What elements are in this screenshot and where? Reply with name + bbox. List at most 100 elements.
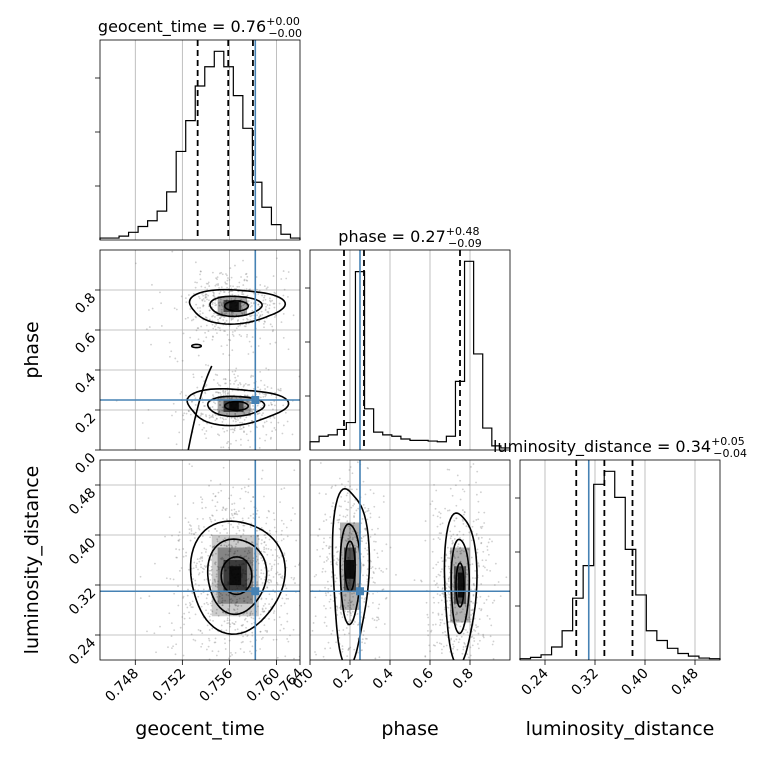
sample-point: [432, 623, 434, 626]
sample-point: [194, 286, 197, 289]
sample-point: [236, 320, 239, 322]
sample-point: [347, 525, 350, 528]
sample-point: [252, 517, 255, 519]
sample-point: [464, 643, 466, 645]
sample-point: [210, 604, 213, 607]
sample-point: [464, 629, 467, 631]
sample-point: [266, 516, 268, 519]
sample-point: [251, 309, 254, 312]
sample-point: [194, 579, 197, 582]
contour-2-1: [339, 523, 362, 626]
truth-marker: [251, 587, 260, 596]
sample-point: [450, 637, 453, 640]
sample-point: [470, 636, 473, 639]
sample-point: [233, 609, 236, 611]
sample-point: [397, 661, 399, 663]
sample-point: [239, 382, 241, 384]
sample-point: [472, 520, 475, 523]
sample-point: [449, 662, 451, 664]
sample-point: [213, 235, 215, 237]
sample-point: [230, 598, 233, 600]
sample-point: [438, 642, 441, 645]
sample-point: [470, 600, 472, 603]
sample-point: [286, 420, 289, 423]
sample-point: [276, 540, 279, 543]
sample-point: [249, 561, 252, 564]
sample-point: [209, 544, 212, 547]
sample-point: [287, 271, 290, 273]
sample-point: [243, 303, 246, 306]
sample-point: [230, 544, 233, 547]
sample-point: [175, 443, 178, 446]
sample-point: [205, 324, 208, 327]
sample-point: [197, 327, 200, 330]
sample-point: [240, 335, 243, 338]
sample-point: [348, 543, 351, 546]
sample-point: [204, 405, 206, 407]
sample-point: [159, 625, 161, 628]
sample-point: [455, 635, 458, 638]
sample-point: [366, 553, 369, 555]
sample-point: [364, 527, 367, 530]
sample-point: [437, 586, 439, 589]
sample-point: [450, 550, 453, 553]
sample-point: [347, 480, 350, 483]
sample-point: [189, 308, 192, 310]
sample-point: [214, 641, 217, 644]
sample-point: [207, 282, 209, 285]
sample-point: [446, 600, 448, 602]
sample-point: [215, 418, 218, 420]
sample-point: [173, 629, 176, 632]
sample-point: [216, 278, 218, 281]
sample-point: [208, 615, 211, 618]
x-tick-label: 0.748: [102, 666, 142, 706]
sample-point: [192, 638, 195, 641]
sample-point: [341, 563, 344, 566]
sample-point: [347, 538, 350, 540]
sample-point: [335, 596, 337, 599]
sample-point: [220, 271, 223, 274]
sample-point: [176, 556, 178, 559]
sample-point: [432, 644, 435, 647]
sample-point: [352, 595, 354, 598]
sample-point: [244, 273, 247, 276]
sample-point: [447, 596, 450, 599]
sample-point: [367, 559, 369, 562]
sample-point: [200, 413, 203, 416]
sample-point: [432, 567, 435, 570]
sample-point: [254, 663, 256, 665]
sample-point: [453, 519, 456, 522]
sample-point: [226, 429, 229, 432]
sample-point: [178, 569, 181, 572]
sample-point: [232, 594, 235, 597]
sample-point: [234, 604, 237, 607]
sample-point: [196, 327, 199, 329]
sample-point: [449, 552, 452, 555]
sample-point: [211, 627, 214, 630]
sample-point: [214, 419, 217, 422]
sample-point: [211, 546, 214, 549]
sample-point: [237, 375, 239, 377]
sample-point: [348, 469, 351, 471]
sample-point: [489, 570, 492, 572]
sample-point: [175, 556, 178, 559]
sample-point: [252, 302, 255, 305]
sample-point: [460, 552, 463, 555]
sample-point: [214, 299, 217, 302]
sample-point: [267, 368, 270, 371]
sample-point: [249, 430, 252, 433]
sample-point: [208, 414, 211, 417]
sample-point: [266, 311, 269, 313]
sample-point: [291, 507, 294, 509]
sample-point: [273, 610, 276, 613]
sample-point: [475, 532, 478, 535]
contour-1-0: [188, 288, 287, 326]
sample-point: [220, 304, 223, 307]
sample-point: [223, 313, 226, 315]
sample-point: [228, 605, 231, 607]
panel-frame-1-0: [99, 249, 301, 451]
sample-point: [305, 554, 307, 556]
sample-point: [208, 516, 211, 519]
sample-point: [239, 554, 242, 557]
sample-point: [260, 598, 263, 601]
